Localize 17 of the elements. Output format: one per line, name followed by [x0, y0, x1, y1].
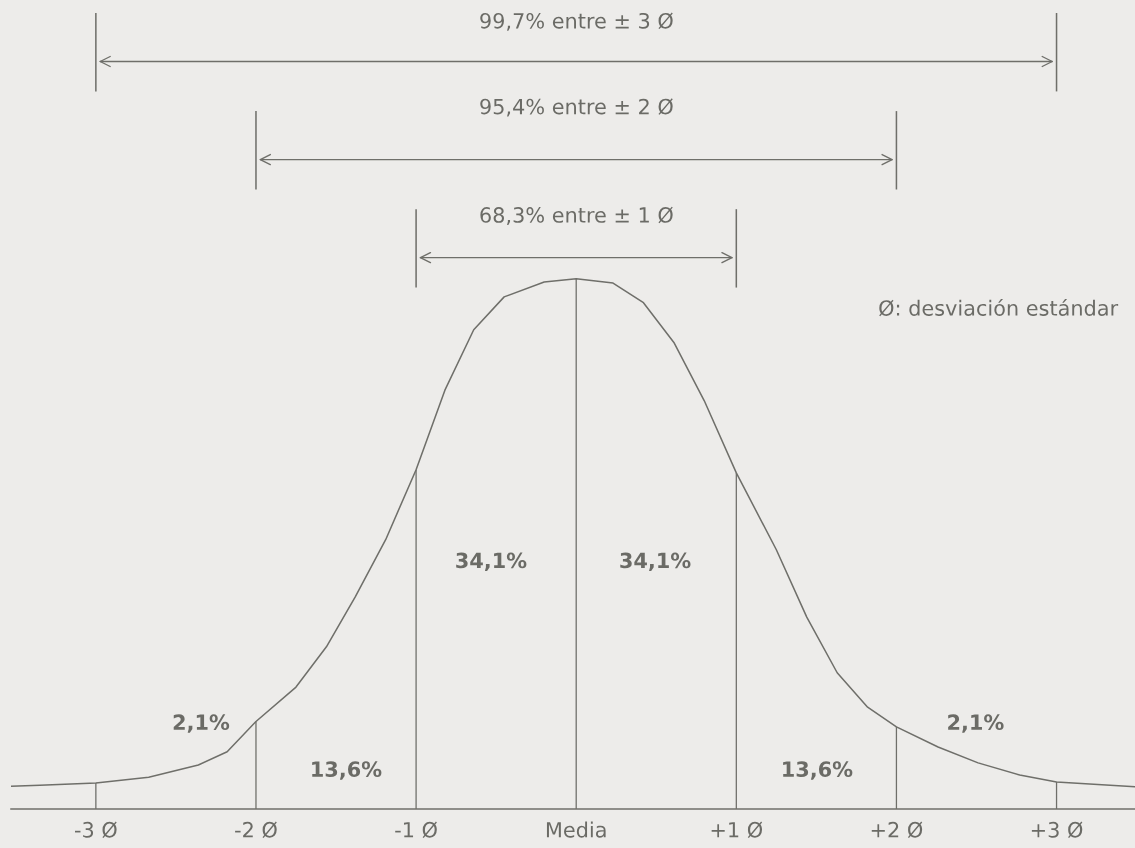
annotation: 13,6%: [312, 761, 382, 780]
annotation: 13,6%: [783, 761, 853, 780]
x-tick-label: +3 Ø: [1031, 821, 1083, 839]
annotation: 34,1%: [620, 552, 691, 571]
x-tick-label: -2 Ø: [235, 821, 277, 839]
x-tick-label: +1 Ø: [711, 821, 763, 839]
annotation: 34,1%: [456, 552, 527, 571]
annotation: 2,1%: [173, 714, 230, 733]
annotation: 2,1%: [948, 714, 1004, 733]
x-tick-label: Media: [546, 821, 606, 838]
x-tick-label: -1 Ø: [395, 821, 437, 839]
annotation: Ø: desviación estándar: [879, 298, 1119, 317]
text: 99,7% entre ± 3 Ø: [480, 12, 673, 31]
x-tick-label: -3 Ø: [74, 821, 117, 839]
text: 68,3% entre ± 1 Ø: [480, 206, 673, 225]
x-tick-label: +2 Ø: [871, 821, 923, 839]
text: 95,4% entre ± 2 Ø: [480, 98, 673, 117]
